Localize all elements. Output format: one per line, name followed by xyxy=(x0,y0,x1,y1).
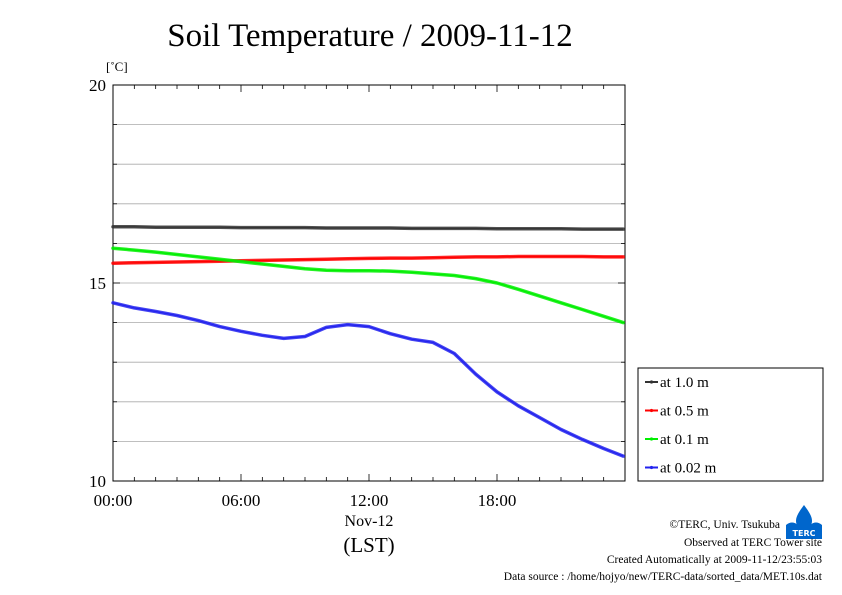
water-drop-icon xyxy=(796,505,812,529)
legend: at 1.0 m at 0.5 m at 0.1 m at 0.02 m xyxy=(637,367,824,482)
terc-logo: TERC xyxy=(784,503,824,539)
legend-marker xyxy=(649,437,654,441)
series-line-core-1 xyxy=(113,226,624,230)
footer-observed: Observed at TERC Tower site xyxy=(683,537,822,549)
series-line-core-4 xyxy=(112,302,624,457)
x-tick-label: 00:00 xyxy=(94,491,133,510)
grid-lines xyxy=(113,124,625,442)
x-axis-label: (LST) xyxy=(343,533,394,557)
y-tick-label: 15 xyxy=(89,274,106,293)
series-line-core-2 xyxy=(112,255,624,264)
x-date-label: Nov-12 xyxy=(345,513,394,530)
data-series xyxy=(111,225,625,458)
chart-title: Soil Temperature / 2009-11-12 xyxy=(167,18,573,54)
y-tick-label: 20 xyxy=(89,76,106,95)
legend-label: at 1.0 m xyxy=(660,375,709,391)
series-line-4 xyxy=(111,301,625,458)
x-tick-label: 06:00 xyxy=(222,491,261,510)
x-tick-label: 12:00 xyxy=(350,491,389,510)
legend-label: at 0.5 m xyxy=(660,404,709,420)
legend-label: at 0.1 m xyxy=(660,432,709,448)
footer-source: Data source : /home/hojyo/new/TERC-data/… xyxy=(503,571,822,583)
legend-marker xyxy=(649,408,654,413)
y-tick-label: 10 xyxy=(89,472,106,491)
legend-marker xyxy=(649,465,654,470)
x-tick-labels: 00:00 06:00 12:00 18:00 xyxy=(94,491,517,510)
legend-marker xyxy=(649,380,654,384)
footer-copyright: ©TERC, Univ. Tsukuba xyxy=(669,519,780,531)
legend-box xyxy=(637,367,824,482)
y-tick-labels: 10 15 20 xyxy=(89,76,106,491)
series-line-core-3 xyxy=(112,247,624,324)
axis-ticks xyxy=(112,84,626,482)
footer-created: Created Automatically at 2009-11-12/23:5… xyxy=(606,554,822,566)
y-axis-unit-label: [˚C] xyxy=(106,59,128,74)
logo-text: TERC xyxy=(793,529,816,538)
legend-label: at 0.02 m xyxy=(660,461,717,477)
x-tick-label: 18:00 xyxy=(478,491,517,510)
